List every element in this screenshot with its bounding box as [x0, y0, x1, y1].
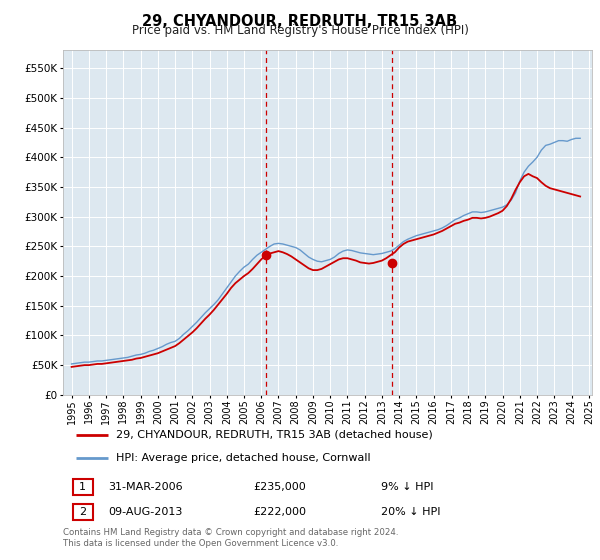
Text: 20% ↓ HPI: 20% ↓ HPI	[380, 507, 440, 517]
Text: £235,000: £235,000	[254, 482, 306, 492]
FancyBboxPatch shape	[73, 505, 92, 520]
FancyBboxPatch shape	[73, 479, 92, 495]
Text: £222,000: £222,000	[254, 507, 307, 517]
Text: 31-MAR-2006: 31-MAR-2006	[108, 482, 182, 492]
Text: 2: 2	[79, 507, 86, 517]
Text: HPI: Average price, detached house, Cornwall: HPI: Average price, detached house, Corn…	[116, 453, 371, 463]
Text: 29, CHYANDOUR, REDRUTH, TR15 3AB: 29, CHYANDOUR, REDRUTH, TR15 3AB	[142, 14, 458, 29]
Text: 09-AUG-2013: 09-AUG-2013	[108, 507, 182, 517]
Text: Price paid vs. HM Land Registry's House Price Index (HPI): Price paid vs. HM Land Registry's House …	[131, 24, 469, 37]
Text: 29, CHYANDOUR, REDRUTH, TR15 3AB (detached house): 29, CHYANDOUR, REDRUTH, TR15 3AB (detach…	[116, 430, 433, 440]
Text: 9% ↓ HPI: 9% ↓ HPI	[380, 482, 433, 492]
Text: 1: 1	[79, 482, 86, 492]
Text: Contains HM Land Registry data © Crown copyright and database right 2024.
This d: Contains HM Land Registry data © Crown c…	[63, 528, 398, 548]
